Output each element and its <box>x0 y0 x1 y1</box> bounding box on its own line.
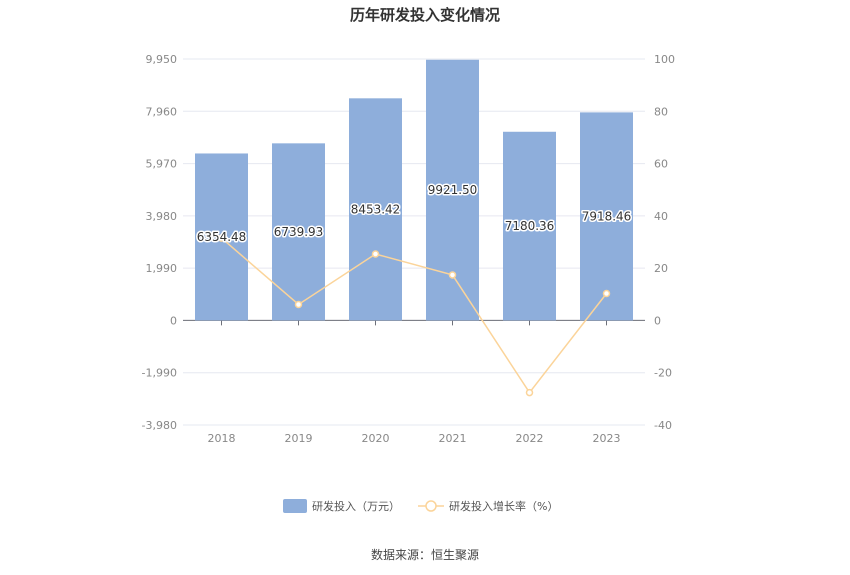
y-right-tick-label: -40 <box>654 419 672 432</box>
x-tick-label: 2018 <box>208 432 236 445</box>
y-left-tick-label: 3,980 <box>146 210 178 223</box>
y-left-tick-label: 1,990 <box>146 262 178 275</box>
legend-swatch-bar <box>283 499 307 513</box>
y-left-tick-label: -3,980 <box>142 419 177 432</box>
y-right-tick-label: 100 <box>654 53 675 66</box>
y-left-tick-label: 0 <box>170 314 177 327</box>
bar <box>272 143 325 321</box>
gridlines <box>183 58 645 426</box>
y-right-tick-label: -20 <box>654 367 672 380</box>
line-point <box>448 271 457 279</box>
y-left-tick-label: 9,950 <box>146 53 178 66</box>
bar-data-label: 7918.46 <box>582 209 632 223</box>
bar-data-label: 9921.50 <box>428 183 478 197</box>
y-right-tick-label: 80 <box>654 105 668 118</box>
legend-label-bar: 研发投入（万元） <box>312 499 400 513</box>
y-right-tick-label: 60 <box>654 158 668 171</box>
y-left-tick-label: -1,990 <box>142 367 177 380</box>
line-point <box>371 250 380 258</box>
y-left-tick-label: 5,970 <box>146 158 178 171</box>
bar-data-label: 6739.93 <box>274 225 324 239</box>
x-tick-label: 2021 <box>439 432 467 445</box>
line-point <box>217 234 226 242</box>
bar-data-label: 7180.36 <box>505 219 555 233</box>
line-series <box>217 234 611 397</box>
legend-swatch-marker <box>425 500 437 512</box>
data-source: 数据来源：恒生聚源 <box>371 547 479 562</box>
x-tick-label: 2019 <box>285 432 313 445</box>
bar-data-label: 6354.48 <box>197 230 247 244</box>
y-left-tick-label: 7,960 <box>146 105 178 118</box>
axes: 9,950 100 7,960 80 5,970 60 3,980 40 1,990 20 0 0 -1… <box>142 53 675 445</box>
bar <box>349 98 402 321</box>
legend: 研发投入（万元） 研发投入增长率（%） <box>283 499 558 513</box>
bar <box>503 131 556 321</box>
y-right-tick-label: 20 <box>654 262 668 275</box>
y-right-tick-label: 40 <box>654 210 668 223</box>
legend-label-line: 研发投入增长率（%） <box>449 499 558 513</box>
line-point <box>294 300 303 309</box>
line-point <box>525 388 534 397</box>
bar <box>580 112 633 321</box>
x-tick-label: 2022 <box>516 432 544 445</box>
x-tick-label: 2020 <box>362 432 390 445</box>
x-tick-label: 2023 <box>593 432 621 445</box>
y-right-tick-label: 0 <box>654 314 661 327</box>
bar-series <box>195 59 633 321</box>
bar-data-label: 8453.42 <box>351 202 401 216</box>
growth-line <box>221 237 608 394</box>
data-labels: 6354.48 6739.93 8453.42 9921.50 7180.36 7918.… <box>195 182 633 246</box>
chart-title: 历年研发投入变化情况 <box>350 6 500 24</box>
line-point <box>602 289 611 298</box>
